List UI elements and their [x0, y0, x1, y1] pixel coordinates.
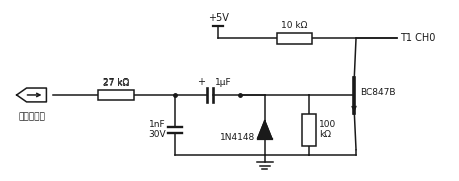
Text: 速度传感器: 速度传感器 — [18, 113, 45, 122]
Text: +5V: +5V — [207, 12, 229, 22]
Text: 100
kΩ: 100 kΩ — [319, 120, 336, 139]
Text: 27 kΩ: 27 kΩ — [103, 77, 129, 87]
Text: +: + — [197, 77, 205, 87]
Text: BC847B: BC847B — [360, 89, 396, 98]
Bar — [98, 90, 134, 100]
Text: 1N4148: 1N4148 — [220, 133, 256, 142]
Text: 1nF
30V: 1nF 30V — [148, 120, 166, 139]
Text: 10 kΩ: 10 kΩ — [281, 21, 308, 30]
Text: 1μF: 1μF — [215, 77, 232, 87]
Text: 27 kΩ: 27 kΩ — [103, 79, 129, 88]
Polygon shape — [257, 121, 272, 139]
Text: 27 kΩ: 27 kΩ — [103, 77, 129, 87]
Text: T1 CH0: T1 CH0 — [400, 33, 435, 43]
Bar — [277, 33, 313, 44]
Bar — [302, 114, 316, 146]
Text: 27 kΩ: 27 kΩ — [103, 79, 129, 88]
